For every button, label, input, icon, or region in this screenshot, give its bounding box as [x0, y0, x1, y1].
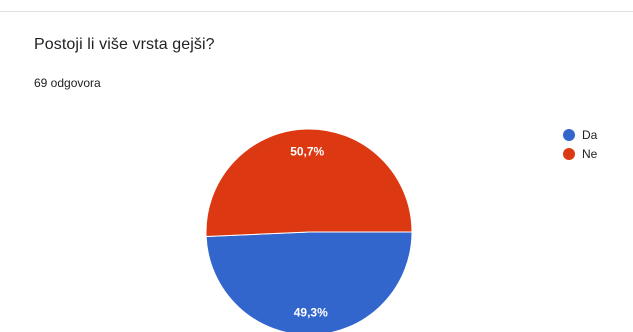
legend-label-ne: Ne: [582, 146, 598, 161]
question-title: Postoji li više vrsta gejši?: [34, 36, 215, 53]
chart-legend: Da Ne: [563, 125, 597, 163]
pie-slice-ne[interactable]: [205, 128, 413, 238]
response-count: 69 odgovora: [34, 76, 101, 90]
pie-label-da: 49,3%: [294, 305, 328, 319]
top-divider: [0, 11, 633, 12]
legend-swatch-ne: [563, 147, 575, 160]
legend-swatch-da: [563, 128, 575, 141]
legend-item-da[interactable]: Da: [563, 125, 597, 144]
pie-label-ne: 50,7%: [290, 145, 324, 159]
pie-slice-da[interactable]: [205, 231, 413, 332]
legend-label-da: Da: [582, 127, 598, 142]
legend-item-ne[interactable]: Ne: [563, 144, 597, 163]
